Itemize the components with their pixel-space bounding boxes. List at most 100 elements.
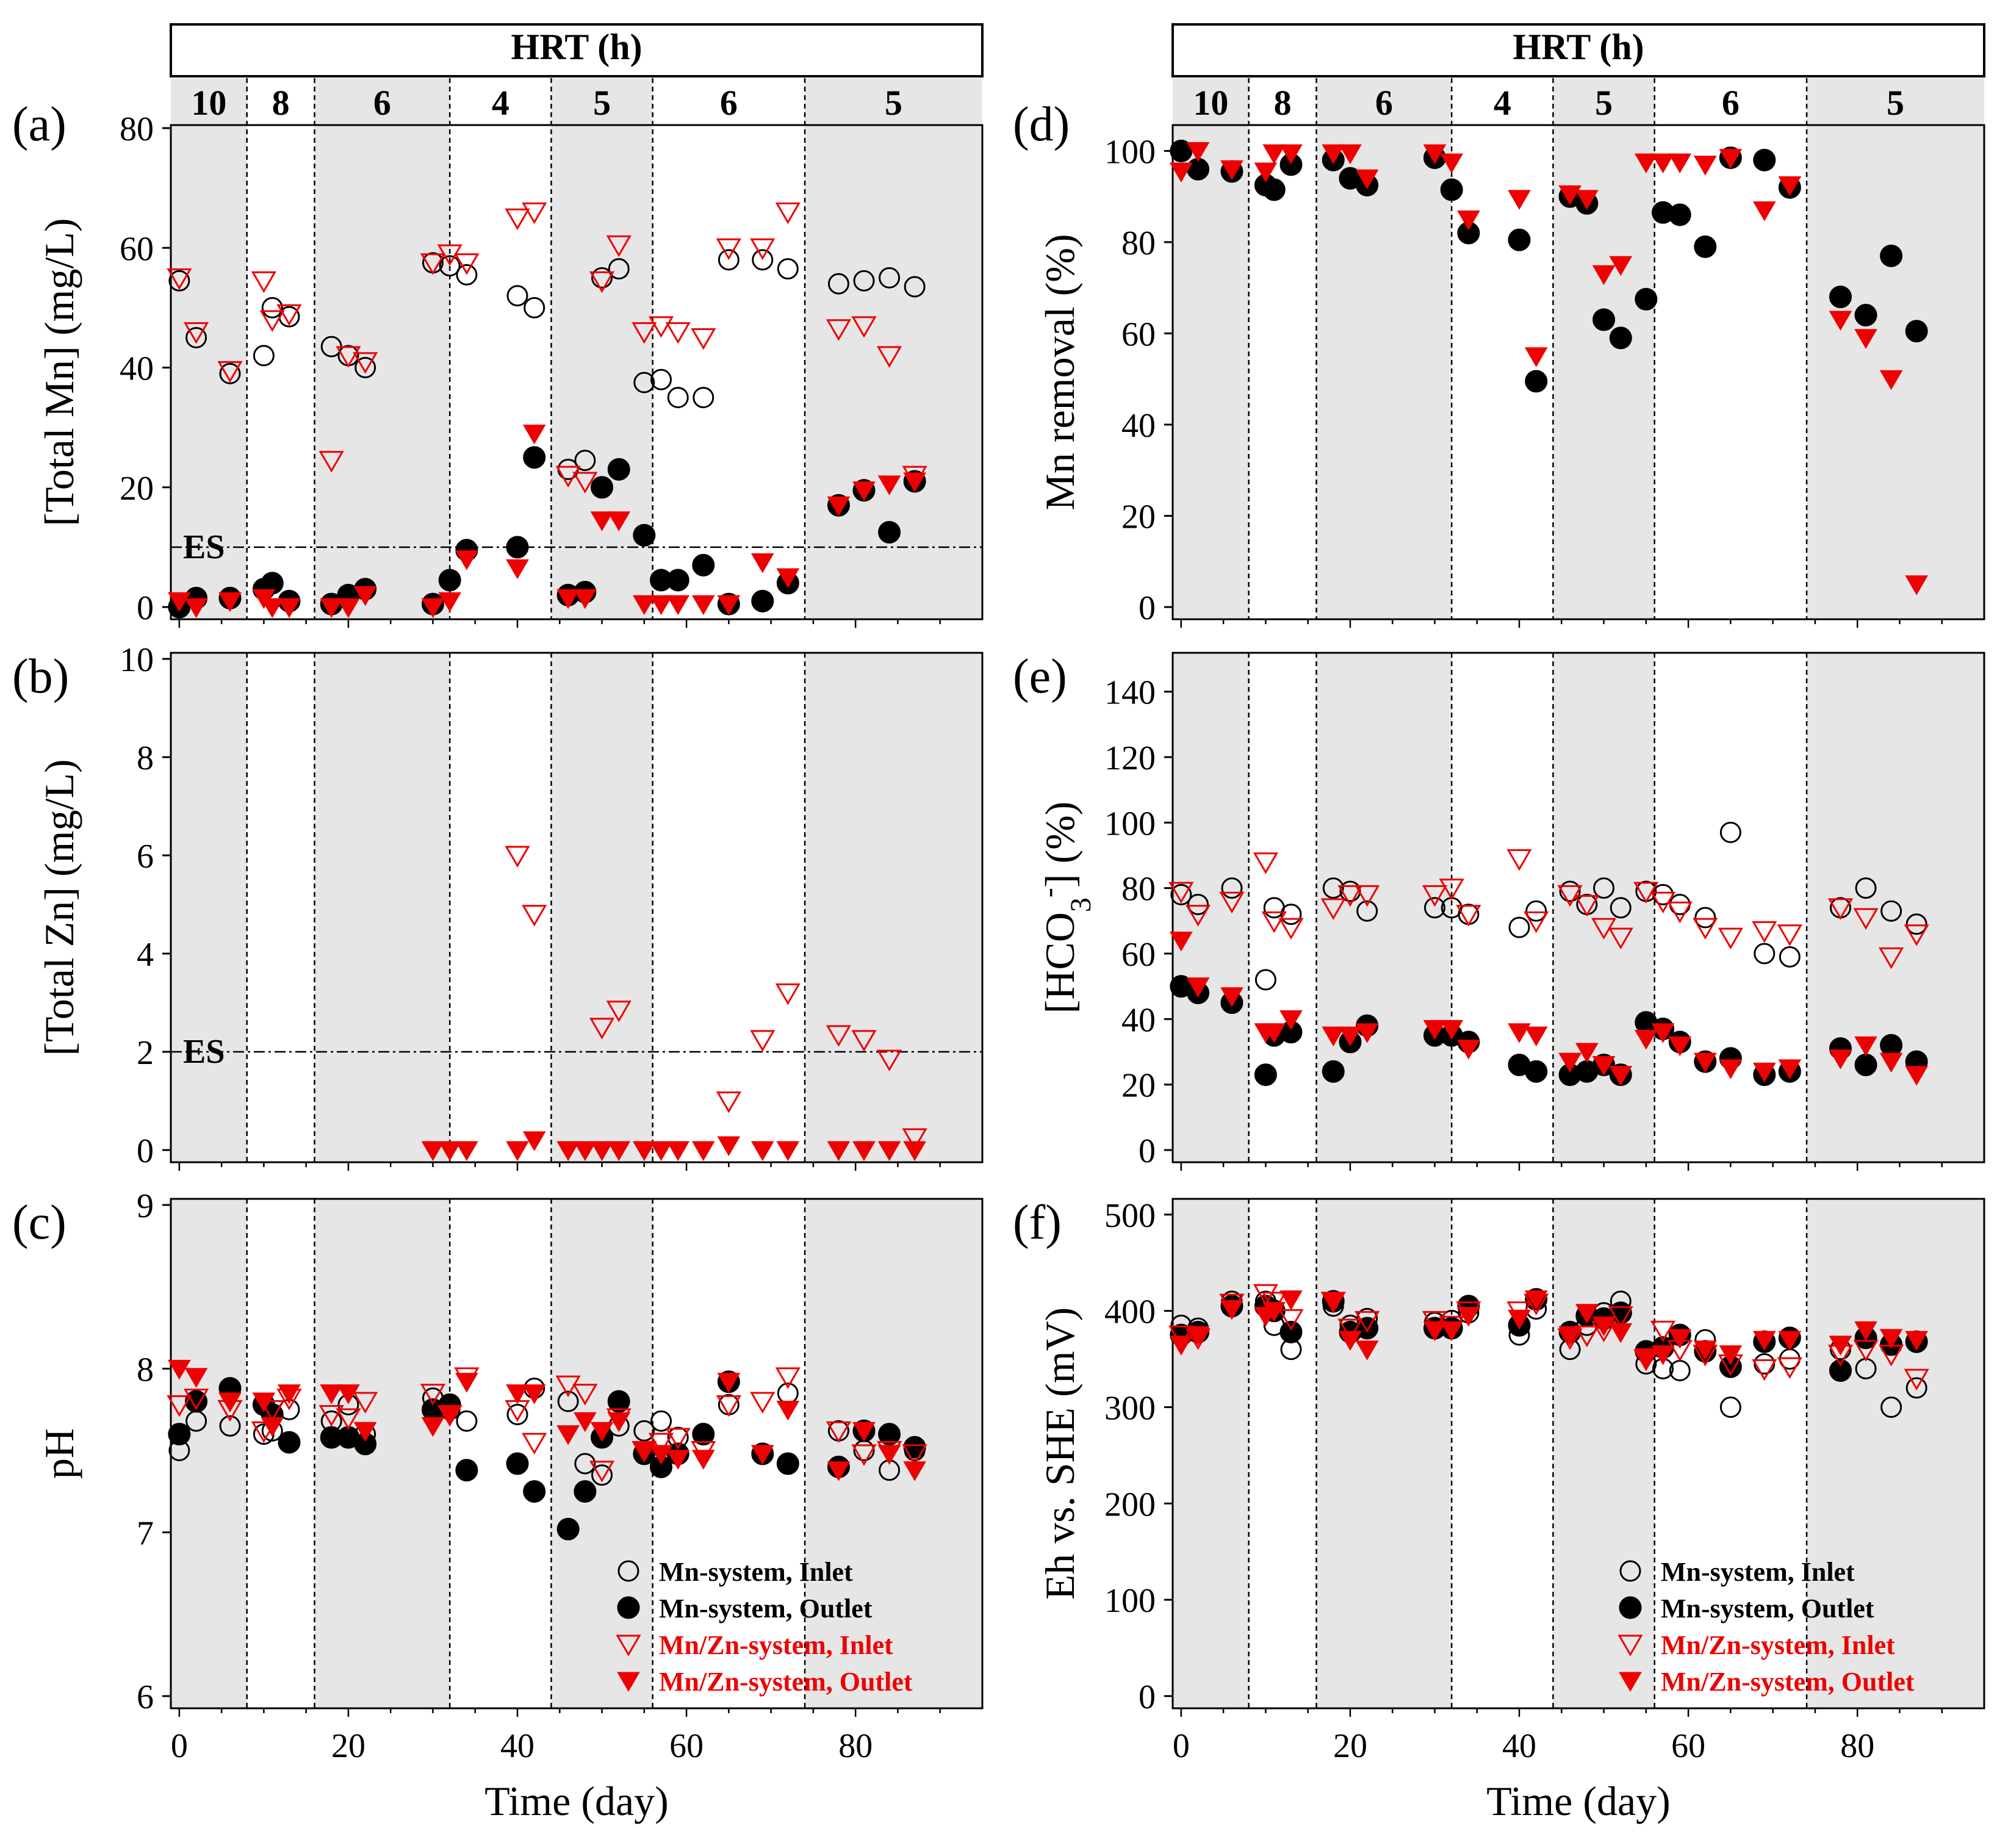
data-point [1220, 160, 1243, 181]
data-point [750, 238, 775, 261]
data-point [167, 1359, 191, 1380]
data-point [776, 1400, 800, 1421]
data-point [589, 1461, 615, 1483]
y-tick-label: 300 [1104, 1389, 1156, 1427]
x-tick-label: 60 [1671, 1727, 1705, 1765]
data-point [607, 511, 631, 531]
hrt-phase-label: 10 [1193, 83, 1228, 123]
data-point [168, 1423, 191, 1446]
legend-label: Mn/Zn-system, Outlet [659, 1667, 913, 1697]
data-point [1508, 916, 1530, 938]
data-point [692, 553, 715, 577]
y-tick-label: 120 [1104, 739, 1156, 777]
hrt-phase-shade [171, 78, 247, 125]
hrt-phase-label: 8 [272, 83, 290, 123]
data-point [717, 1136, 741, 1156]
y-tick-label: 40 [1121, 407, 1156, 445]
hrt-phase-shade [1807, 78, 1984, 125]
data-point [1778, 1331, 1802, 1351]
data-point [851, 1030, 877, 1052]
data-point [1253, 1284, 1279, 1306]
data-point [556, 1517, 580, 1541]
data-point [1261, 911, 1287, 933]
y-tick-label: 100 [1104, 805, 1156, 843]
data-point [337, 1384, 360, 1404]
legend-marker [1619, 1672, 1642, 1692]
data-point [1905, 320, 1928, 343]
data-point [1168, 882, 1194, 904]
data-point [1279, 1290, 1303, 1310]
data-point [556, 1141, 580, 1161]
data-point [1693, 1052, 1717, 1073]
hrt-phase-shade [805, 78, 982, 125]
data-point [1635, 287, 1658, 311]
y-tick-label: 8 [137, 1351, 154, 1389]
data-point [827, 1461, 851, 1481]
data-point [505, 208, 530, 231]
data-point [903, 1436, 926, 1459]
data-point [168, 270, 190, 292]
data-point [827, 1141, 851, 1161]
legend-marker [617, 1596, 640, 1619]
x-tick-label: 40 [1502, 1727, 1536, 1765]
data-point [455, 550, 478, 570]
data-point [573, 589, 597, 609]
data-point [337, 598, 360, 618]
data-point [1559, 880, 1581, 902]
data-point [1440, 178, 1463, 201]
data-point [1440, 1019, 1464, 1040]
data-point [218, 1392, 242, 1412]
data-point [1508, 1023, 1531, 1043]
data-point [1423, 1019, 1447, 1040]
data-point [1278, 918, 1304, 940]
hrt-header-left: HRT (h) [170, 23, 984, 77]
legend-marker [1617, 1634, 1643, 1656]
panel-f: 0 100 200 300 400 500 0 20 40 60 80 Time (day) (f) Eh… [1013, 1196, 1985, 1824]
data-point [1185, 905, 1211, 927]
hrt-phase-label: 6 [1375, 83, 1393, 123]
data-point [649, 595, 673, 616]
data-point [336, 1408, 361, 1430]
data-point [1254, 1063, 1277, 1087]
data-point [608, 258, 630, 280]
data-point [1423, 144, 1447, 165]
legend: Mn-system, Inlet Mn-system, Outlet Mn/Zn-s… [1617, 1557, 1915, 1697]
data-point [650, 369, 672, 390]
data-point [506, 536, 529, 559]
data-point [1422, 885, 1448, 907]
data-point [666, 1141, 690, 1161]
data-point [320, 598, 344, 618]
series-open-triangle [505, 846, 927, 1150]
y-tick-label: 7 [137, 1515, 154, 1553]
data-point [1170, 883, 1192, 905]
data-point [1508, 228, 1531, 251]
panel-e: 0 20 40 60 80 100 120 140 (e) [HCO3-] (%) [1013, 650, 1985, 1171]
data-point [775, 983, 801, 1005]
y-tick-label: 8 [137, 739, 154, 777]
data-point [876, 346, 902, 368]
data-point [1355, 885, 1380, 907]
hrt-phase-label: 5 [1887, 83, 1904, 123]
data-point [455, 1459, 478, 1482]
data-point [318, 451, 344, 473]
data-point [693, 387, 714, 409]
data-point [1339, 144, 1362, 165]
data-point [1668, 1036, 1692, 1057]
data-point [522, 905, 547, 927]
data-point [1829, 286, 1852, 309]
data-point [591, 476, 614, 499]
data-point [826, 1421, 852, 1444]
data-point [1610, 897, 1632, 919]
data-point [589, 271, 615, 293]
data-point [1651, 1023, 1675, 1043]
y-tick-label: 10 [120, 641, 154, 679]
data-point [1220, 1300, 1243, 1320]
data-point [775, 202, 801, 225]
es-label: ES [183, 528, 225, 566]
data-point [1524, 911, 1549, 933]
data-point [750, 1141, 774, 1161]
data-point [1279, 1010, 1303, 1030]
data-point [574, 450, 596, 472]
data-point [1280, 904, 1302, 926]
phase-shade [1316, 1199, 1452, 1708]
